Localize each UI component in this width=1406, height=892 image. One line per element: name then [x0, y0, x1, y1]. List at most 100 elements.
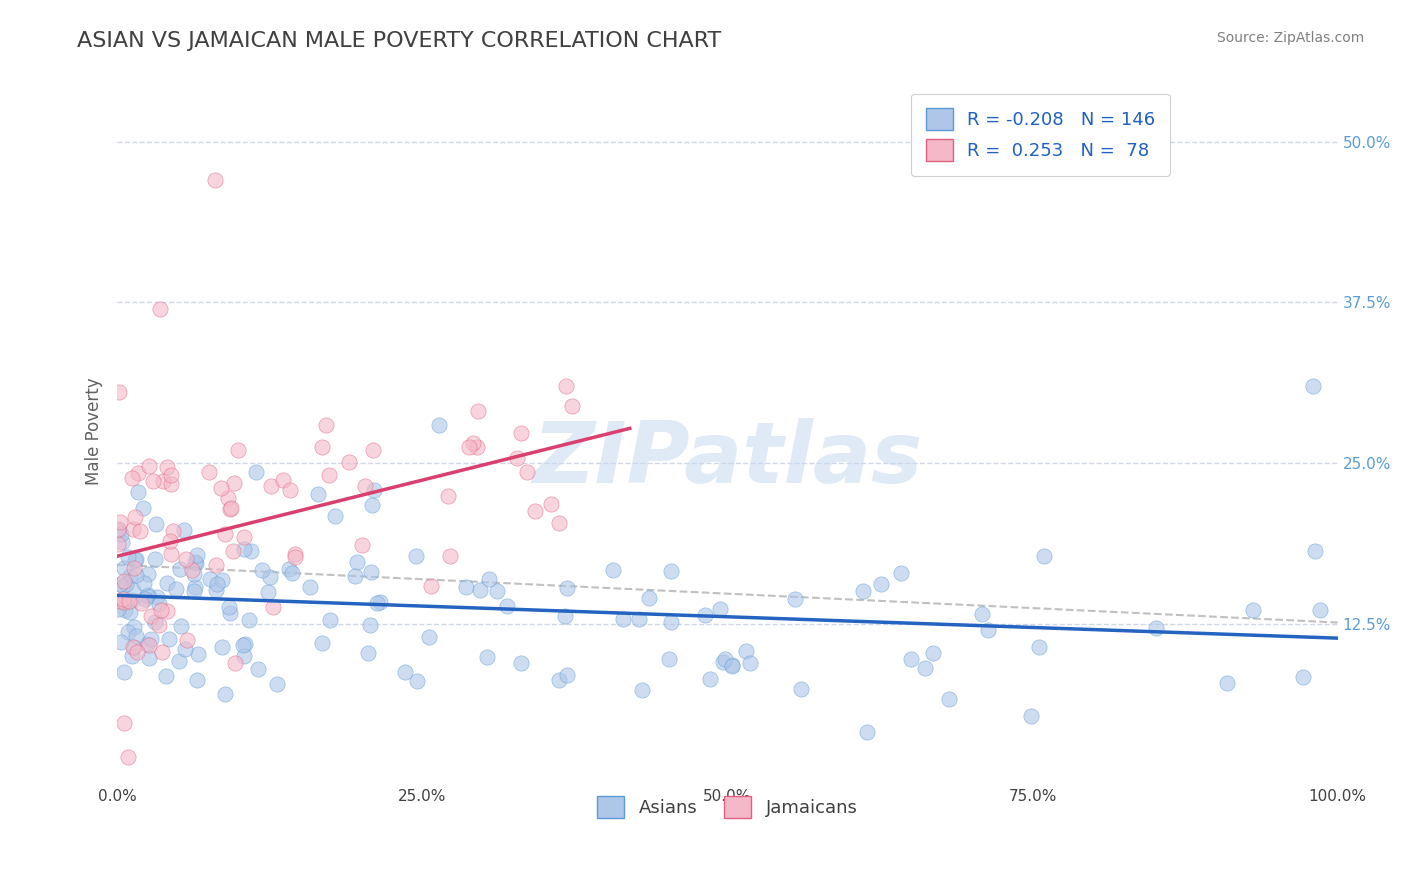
Point	[155, 669, 177, 683]
Point	[205, 577, 228, 591]
Point	[142, 475, 165, 489]
Point	[198, 465, 221, 479]
Point	[418, 630, 440, 644]
Point	[209, 481, 232, 495]
Point	[233, 637, 256, 651]
Point	[250, 563, 273, 577]
Point	[711, 656, 734, 670]
Point	[187, 647, 209, 661]
Point	[159, 533, 181, 548]
Point	[148, 618, 170, 632]
Point	[218, 599, 240, 614]
Point	[318, 467, 340, 482]
Point	[136, 567, 159, 582]
Point	[135, 589, 157, 603]
Point	[319, 613, 342, 627]
Point	[118, 594, 141, 608]
Point	[477, 572, 499, 586]
Point	[152, 474, 174, 488]
Point	[1028, 640, 1050, 655]
Point	[125, 552, 148, 566]
Point	[496, 599, 519, 613]
Point	[124, 640, 146, 655]
Point	[222, 544, 245, 558]
Point	[117, 549, 139, 564]
Point	[394, 665, 416, 679]
Point	[156, 576, 179, 591]
Point	[121, 648, 143, 663]
Point	[117, 624, 139, 639]
Point	[108, 523, 131, 537]
Point	[870, 576, 893, 591]
Point	[169, 562, 191, 576]
Point	[232, 649, 254, 664]
Point	[631, 683, 654, 698]
Point	[143, 552, 166, 566]
Point	[120, 605, 142, 619]
Point	[114, 603, 136, 617]
Point	[486, 583, 509, 598]
Point	[218, 606, 240, 620]
Point	[118, 568, 141, 582]
Point	[1215, 676, 1237, 690]
Point	[524, 504, 547, 518]
Point	[173, 523, 195, 537]
Point	[110, 594, 132, 608]
Point	[721, 657, 744, 672]
Point	[281, 566, 304, 581]
Point	[714, 651, 737, 665]
Point	[138, 638, 160, 652]
Point	[734, 644, 756, 658]
Point	[159, 468, 181, 483]
Point	[157, 632, 180, 646]
Point	[204, 583, 226, 598]
Point	[129, 524, 152, 539]
Point	[136, 588, 159, 602]
Point	[1303, 544, 1326, 558]
Point	[122, 582, 145, 597]
Point	[226, 443, 249, 458]
Point	[405, 549, 427, 563]
Point	[720, 658, 742, 673]
Point	[311, 635, 333, 649]
Point	[259, 569, 281, 583]
Point	[217, 491, 239, 505]
Point	[138, 650, 160, 665]
Point	[112, 574, 135, 588]
Point	[198, 572, 221, 586]
Point	[346, 555, 368, 569]
Point	[122, 640, 145, 655]
Point	[368, 595, 391, 609]
Point	[628, 612, 651, 626]
Point	[112, 595, 135, 609]
Point	[240, 544, 263, 558]
Point	[108, 515, 131, 529]
Point	[111, 591, 134, 606]
Point	[146, 590, 169, 604]
Point	[112, 561, 135, 575]
Point	[266, 677, 288, 691]
Point	[323, 508, 346, 523]
Point	[561, 399, 583, 413]
Point	[127, 466, 149, 480]
Point	[110, 634, 132, 648]
Point	[467, 404, 489, 418]
Point	[419, 579, 441, 593]
Point	[125, 568, 148, 582]
Point	[132, 501, 155, 516]
Point	[456, 580, 478, 594]
Point	[111, 535, 134, 549]
Point	[214, 687, 236, 701]
Point	[173, 641, 195, 656]
Point	[738, 656, 761, 670]
Point	[914, 661, 936, 675]
Point	[1292, 670, 1315, 684]
Point	[211, 573, 233, 587]
Point	[238, 613, 260, 627]
Point	[315, 418, 337, 433]
Point	[271, 473, 294, 487]
Point	[278, 562, 301, 576]
Point	[247, 662, 270, 676]
Point	[509, 656, 531, 670]
Point	[262, 600, 284, 615]
